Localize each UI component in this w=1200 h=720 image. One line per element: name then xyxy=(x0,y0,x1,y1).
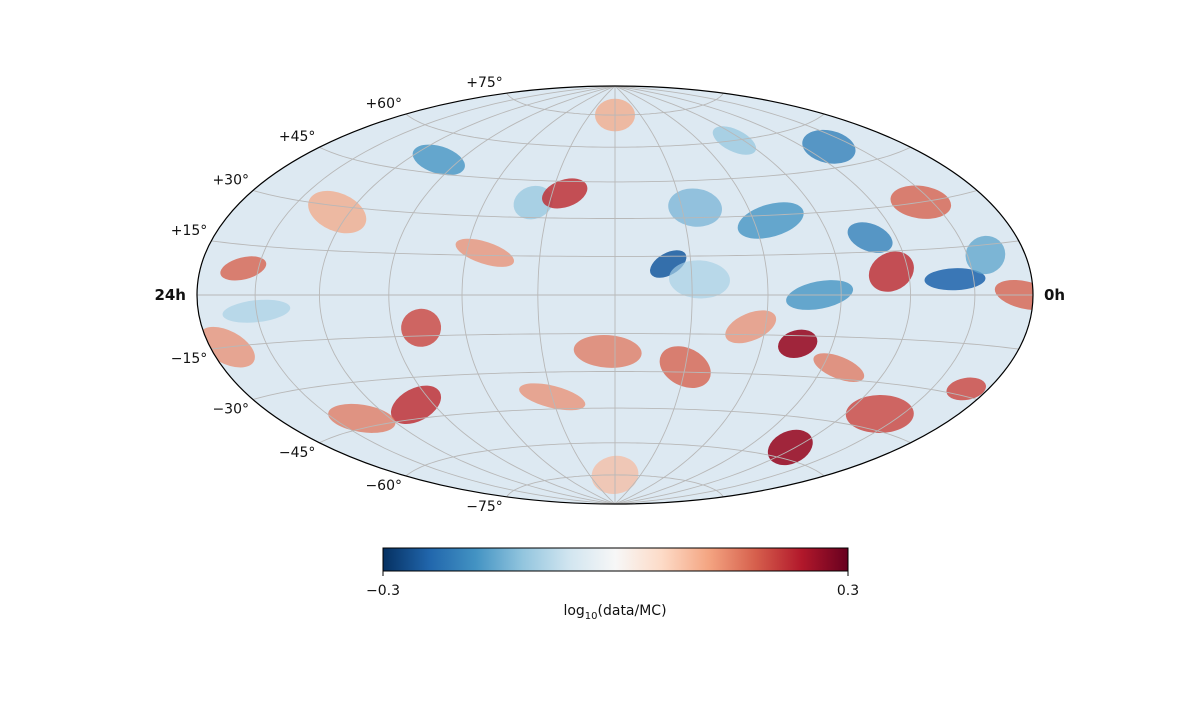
graticule-meridian xyxy=(614,86,693,504)
graticule-meridian xyxy=(388,86,616,504)
graticule-meridian xyxy=(614,86,912,504)
anisotropy-feature xyxy=(542,178,588,209)
colorbar: −0.3 0.3 log10(data/MC) xyxy=(366,547,859,622)
anisotropy-feature xyxy=(455,238,515,267)
dec-tick-label: −30° xyxy=(212,402,249,418)
graticule-meridian xyxy=(537,86,616,504)
anisotropy-features xyxy=(198,98,1033,495)
anisotropy-feature xyxy=(669,260,730,299)
anisotropy-feature xyxy=(308,190,367,234)
colorbar-label-rest: (data/MC) xyxy=(598,603,667,619)
anisotropy-feature xyxy=(390,385,442,424)
anisotropy-feature xyxy=(401,308,442,347)
anisotropy-feature xyxy=(802,129,856,164)
graticule-meridian xyxy=(461,86,616,504)
sky-map xyxy=(196,85,1034,505)
colorbar-tick-label-min: −0.3 xyxy=(366,583,400,599)
anisotropy-feature xyxy=(845,394,914,434)
map-boundary xyxy=(196,85,1034,505)
colorbar-gradient xyxy=(382,547,849,572)
dec-tick-label: −75° xyxy=(466,499,503,515)
anisotropy-feature xyxy=(778,329,818,359)
dec-tick-label: +30° xyxy=(212,173,249,189)
graticule-meridian xyxy=(254,86,616,504)
graticule-meridian xyxy=(614,86,976,504)
anisotropy-feature xyxy=(573,334,642,368)
colorbar-tick-label-max: 0.3 xyxy=(837,583,859,599)
dec-tick-label: +75° xyxy=(466,75,503,91)
anisotropy-feature xyxy=(868,251,914,292)
ra-label-right: 0h xyxy=(1044,286,1065,304)
colorbar-label: log10(data/MC) xyxy=(563,603,666,622)
ra-label-left: 24h xyxy=(154,286,186,304)
anisotropy-feature xyxy=(220,256,267,281)
graticule-meridian xyxy=(614,86,842,504)
colorbar-label-sub: 10 xyxy=(585,611,598,622)
graticule xyxy=(197,86,1033,504)
colorbar-label-base: log xyxy=(563,603,584,619)
anisotropy-feature xyxy=(924,268,986,291)
declination-tick-labels: +75° +60° +45° +30° +15° −15° −30° −45° −60° −75° xyxy=(171,75,503,515)
dec-tick-label: +60° xyxy=(365,96,402,112)
dec-tick-label: −15° xyxy=(171,351,208,367)
graticule-meridian xyxy=(318,86,616,504)
dec-tick-label: +45° xyxy=(279,129,316,145)
graticule-meridian xyxy=(614,86,769,504)
dec-tick-label: +15° xyxy=(171,223,208,239)
dec-tick-label: −45° xyxy=(279,445,316,461)
anisotropy-feature xyxy=(847,222,893,253)
anisotropy-feature xyxy=(737,202,804,239)
dec-tick-label: −60° xyxy=(365,478,402,494)
